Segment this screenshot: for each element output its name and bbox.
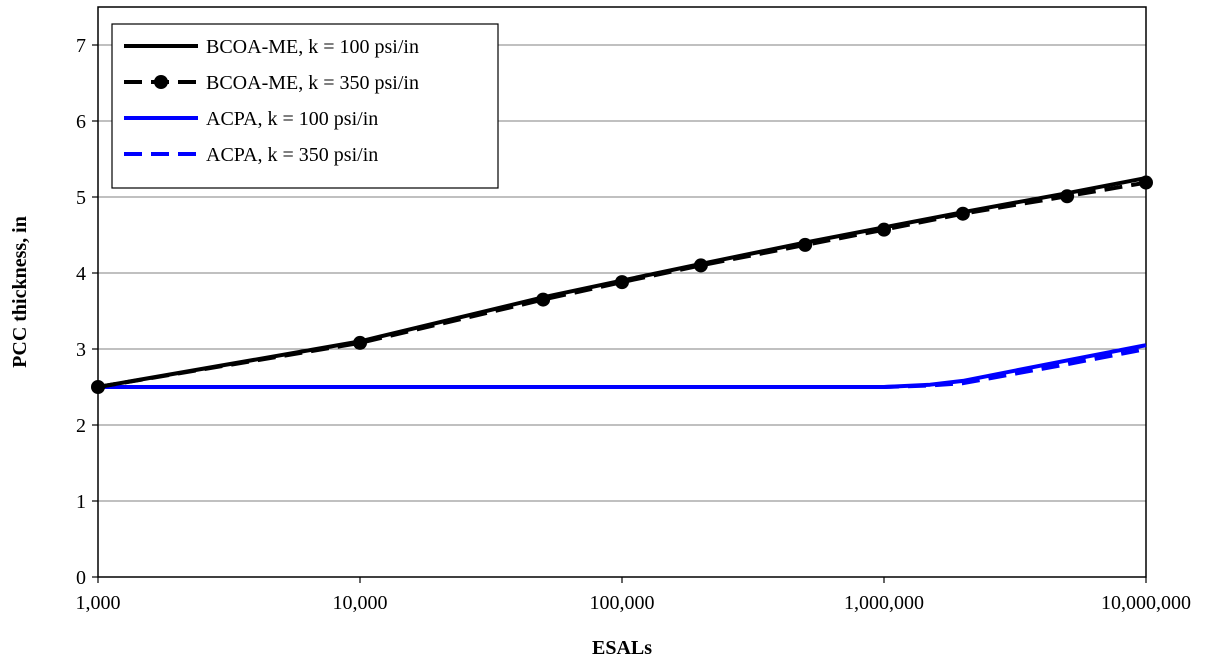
y-tick-label: 2 bbox=[76, 415, 86, 437]
y-tick-label: 0 bbox=[76, 567, 86, 589]
x-tick-label: 100,000 bbox=[590, 592, 655, 614]
series-3 bbox=[98, 347, 1147, 389]
x-axis-title: ESALs bbox=[592, 637, 652, 659]
x-axis-ticks: 1,000 10,000 100,000 1,000,000 10,000,000 bbox=[76, 577, 1191, 614]
series-line bbox=[97, 176, 1147, 389]
series-layer bbox=[91, 175, 1153, 394]
legend-label: ACPA, k = 100 psi/in bbox=[206, 108, 378, 130]
x-tick-label: 1,000 bbox=[76, 592, 121, 614]
legend-box bbox=[111, 23, 499, 189]
series-line bbox=[98, 347, 1147, 389]
legend: BCOA-ME, k = 100 psi/in BCOA-ME, k = 350 … bbox=[111, 23, 499, 189]
y-axis-title: PCC thickness, in bbox=[9, 216, 31, 368]
x-tick-label: 10,000,000 bbox=[1101, 592, 1191, 614]
legend-entry-0: BCOA-ME, k = 100 psi/in bbox=[124, 36, 419, 58]
legend-entry-3: ACPA, k = 350 psi/in bbox=[124, 144, 378, 166]
legend-label: BCOA-ME, k = 100 psi/in bbox=[206, 36, 419, 58]
legend-entry-2: ACPA, k = 100 psi/in bbox=[124, 108, 378, 130]
y-tick-label: 1 bbox=[76, 491, 86, 513]
legend-entry-1: BCOA-ME, k = 350 psi/in bbox=[124, 72, 419, 94]
legend-label: ACPA, k = 350 psi/in bbox=[206, 144, 378, 166]
series-2 bbox=[98, 343, 1147, 389]
y-tick-label: 7 bbox=[76, 35, 86, 57]
x-tick-label: 1,000,000 bbox=[844, 592, 924, 614]
y-axis-ticks: 0 1 2 3 4 5 6 7 bbox=[76, 35, 98, 589]
y-tick-label: 4 bbox=[76, 263, 86, 285]
x-tick-label: 10,000 bbox=[333, 592, 388, 614]
legend-marker bbox=[154, 75, 168, 89]
y-tick-label: 3 bbox=[76, 339, 86, 361]
y-tick-label: 6 bbox=[76, 111, 86, 133]
y-tick-label: 5 bbox=[76, 187, 86, 209]
legend-label: BCOA-ME, k = 350 psi/in bbox=[206, 72, 419, 94]
series-0 bbox=[97, 176, 1147, 389]
series-line bbox=[98, 343, 1147, 389]
